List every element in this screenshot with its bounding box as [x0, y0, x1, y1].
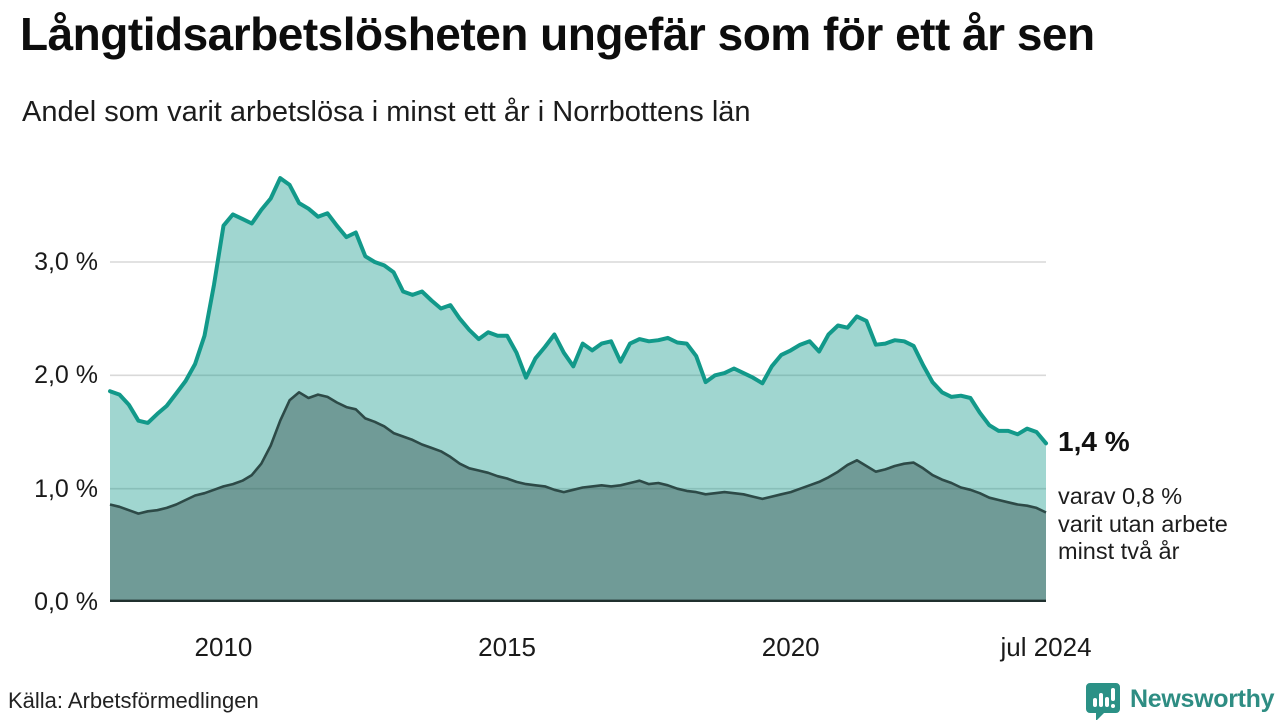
annotation-note: varav 0,8 % varit utan arbete minst två … — [1058, 483, 1228, 566]
source-caption: Källa: Arbetsförmedlingen — [8, 688, 259, 713]
x-tick-label: 2015 — [478, 632, 536, 662]
line-unemployed-min-2yr — [109, 391, 1047, 515]
x-tick-label: jul 2024 — [1000, 632, 1092, 662]
y-tick-label: 3,0 % — [34, 248, 98, 276]
area-chart — [108, 176, 1048, 602]
y-tick-label: 0,0 % — [34, 588, 98, 616]
page-title: Långtidsarbetslösheten ungefär som för e… — [20, 8, 1095, 60]
y-tick-label: 2,0 % — [34, 361, 98, 390]
annotation-note-line: varit utan arbete — [1058, 510, 1228, 537]
annotation-note-line: minst två år — [1058, 538, 1180, 564]
y-tick-label: 1,0 % — [34, 474, 98, 503]
newsworthy-logo-icon — [1086, 683, 1120, 720]
newsworthy-logo-text: Newsworthy — [1130, 685, 1275, 713]
line-unemployed-min-1yr — [108, 176, 1048, 446]
latest-value-label: 1,4 % — [1058, 426, 1130, 457]
page-subtitle: Andel som varit arbetslösa i minst ett å… — [22, 96, 751, 128]
x-tick-label: 2020 — [761, 632, 820, 662]
area-unemployed-min-2yr — [110, 392, 1046, 602]
x-tick-label: 2010 — [194, 632, 253, 662]
area-unemployed-min-1yr — [110, 178, 1046, 602]
annotation-note-line: varav 0,8 % — [1058, 483, 1183, 509]
newsworthy-brand: Newsworthy — [1086, 681, 1275, 720]
